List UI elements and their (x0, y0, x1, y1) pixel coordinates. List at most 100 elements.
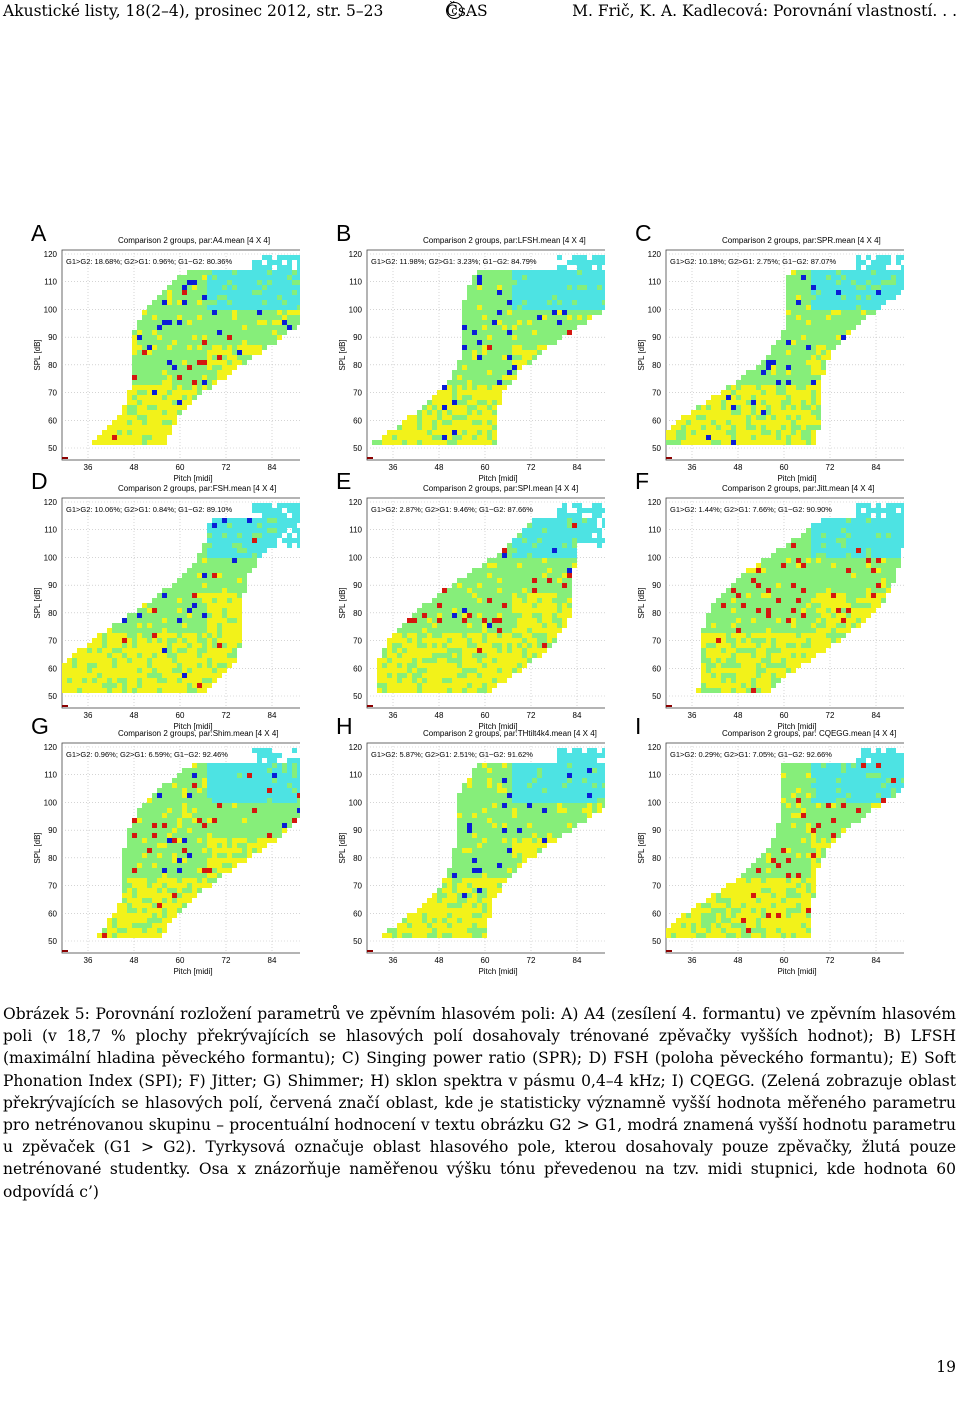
cell (222, 553, 227, 558)
cell (826, 613, 831, 618)
cell (462, 588, 467, 593)
cell (377, 658, 382, 663)
cell (512, 598, 517, 603)
cell (691, 415, 696, 420)
cell (157, 330, 162, 335)
cell (811, 375, 816, 380)
cell (542, 310, 547, 315)
cell (237, 558, 242, 563)
cell (896, 285, 901, 290)
cell (746, 568, 751, 573)
cell (876, 275, 881, 280)
cell (67, 668, 72, 673)
cell (761, 608, 766, 613)
cell (811, 395, 816, 400)
cell (721, 425, 726, 430)
cell (592, 513, 597, 518)
cell (766, 573, 771, 578)
cell (826, 315, 831, 320)
cell (846, 280, 851, 285)
cell (497, 275, 502, 280)
cell (557, 543, 562, 548)
cell (177, 633, 182, 638)
cell (467, 295, 472, 300)
cell (192, 370, 197, 375)
cell (776, 410, 781, 415)
cell (821, 573, 826, 578)
cell (222, 613, 227, 618)
cell (896, 260, 901, 265)
cell (187, 320, 192, 325)
cell (427, 638, 432, 643)
cell (197, 643, 202, 648)
cell (821, 360, 826, 365)
cell (602, 295, 605, 300)
cell (467, 420, 472, 425)
cell (826, 528, 831, 533)
cell (512, 583, 517, 588)
cell (896, 523, 901, 528)
panel-stats: G1>G2: 10.18%; G2>G1: 2.75%; G1~G2: 87.0… (670, 257, 836, 266)
cell (62, 673, 67, 678)
cell (117, 435, 122, 440)
cell (846, 608, 851, 613)
cell (846, 603, 851, 608)
cell (766, 360, 771, 365)
cell (137, 350, 142, 355)
cell (841, 593, 846, 598)
cell (552, 325, 557, 330)
cell (432, 603, 437, 608)
cell (517, 310, 522, 315)
cell (781, 583, 786, 588)
cell (761, 415, 766, 420)
cell (152, 410, 157, 415)
cell (776, 563, 781, 568)
cell (227, 285, 232, 290)
cell (552, 623, 557, 628)
cell (816, 345, 821, 350)
cell (801, 290, 806, 295)
cell (392, 683, 397, 688)
cell (881, 578, 886, 583)
cell (162, 310, 167, 315)
cell (592, 508, 597, 513)
cell (467, 410, 472, 415)
cell (487, 295, 492, 300)
cell (92, 678, 97, 683)
cell (527, 270, 532, 275)
cell (487, 430, 492, 435)
cell (242, 538, 247, 543)
cell (167, 295, 172, 300)
cell (287, 260, 292, 265)
cell (836, 330, 841, 335)
cell (856, 603, 861, 608)
cell (602, 305, 605, 310)
cell (676, 430, 681, 435)
cell (207, 345, 212, 350)
cell (282, 295, 287, 300)
cell (462, 688, 467, 693)
cell (197, 588, 202, 593)
cell (761, 563, 766, 568)
cell (112, 643, 117, 648)
cell (457, 578, 462, 583)
cell (162, 290, 167, 295)
cell (846, 315, 851, 320)
cell (866, 300, 871, 305)
cell (157, 643, 162, 648)
cell (497, 270, 502, 275)
cell (392, 430, 397, 435)
cell (427, 673, 432, 678)
cell (532, 608, 537, 613)
cell (502, 305, 507, 310)
cell (741, 390, 746, 395)
cell (257, 543, 262, 548)
cell (866, 548, 871, 553)
cell (292, 310, 297, 315)
cell (831, 523, 836, 528)
cell (257, 280, 262, 285)
cell (97, 653, 102, 658)
cell (522, 558, 527, 563)
cell (871, 270, 876, 275)
